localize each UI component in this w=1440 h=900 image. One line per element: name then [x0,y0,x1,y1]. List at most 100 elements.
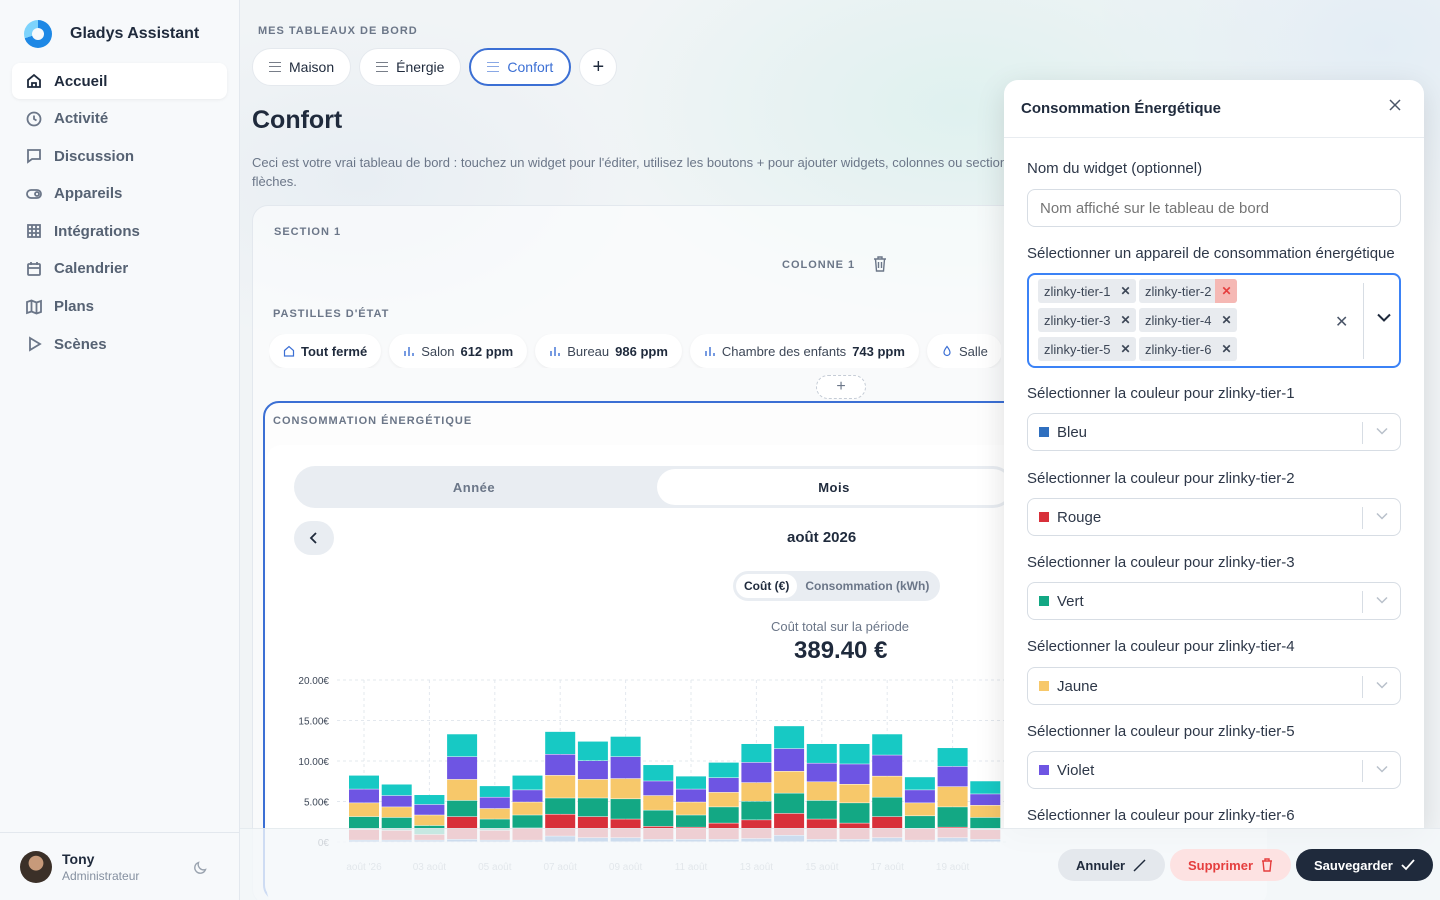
chart-bar-segment [414,815,445,826]
mode-cost[interactable]: Coût (€) [736,574,798,598]
remove-chip-icon[interactable]: ✕ [1120,342,1131,356]
clear-selection-icon[interactable]: ✕ [1335,314,1349,331]
toggle-icon [26,188,42,199]
chart-bar-segment [676,776,706,789]
sidebar-item-calendrier[interactable]: Calendrier [12,251,227,287]
remove-chip-icon[interactable]: ✕ [1215,279,1238,303]
save-button[interactable]: Sauvegarder [1296,849,1433,881]
remove-chip-icon[interactable]: ✕ [1221,313,1232,327]
chart-bar-segment [577,798,608,817]
chart-bar-segment [577,741,608,761]
status-pill[interactable]: Bureau 986 ppm [535,334,682,368]
chevron-down-icon [1376,596,1388,604]
device-multiselect[interactable]: zlinky-tier-1 ✕ zlinky-tier-2 ✕ zlinky-tie… [1027,273,1401,368]
chart-bar-segment [806,763,837,782]
chart-bar-segment [676,815,706,827]
color-swatch [1039,765,1049,775]
chart-bar-segment [839,784,870,803]
y-tick-label: 15.00€ [298,717,329,728]
chart-bar-segment [970,805,1001,818]
chevron-down-icon[interactable] [1377,313,1391,322]
sidebar: Gladys Assistant Accueil Activité Discus… [0,0,240,900]
remove-chip-icon[interactable]: ✕ [1120,284,1131,298]
chart-bar-segment [643,781,674,796]
button-label: Annuler [1076,857,1126,873]
map-icon [26,299,42,315]
sidebar-item-label: Calendrier [54,260,129,278]
mode-segmented-control: Coût (€) Consommation (kWh) [733,571,941,601]
chart-bar-segment [904,816,935,829]
chart-bar-segment [904,790,935,803]
chart-bar-segment [839,764,870,784]
divider [1362,422,1363,444]
chart-bar-segment [610,756,641,779]
sidebar-item-appareils[interactable]: Appareils [12,176,227,212]
add-widget-button[interactable]: + [816,375,866,399]
tab-maison[interactable]: Maison [252,48,352,86]
status-pills: Tout fermé Salon 612 ppm Bureau 986 ppm … [269,334,1001,368]
color-label-tier-5: Sélectionner la couleur pour zlinky-tier… [1027,723,1295,740]
color-select-tier-2[interactable]: Rouge [1027,498,1401,536]
sidebar-item-discussion[interactable]: Discussion [12,138,227,174]
remove-chip-icon[interactable]: ✕ [1221,342,1232,356]
status-pill[interactable]: Tout fermé [269,334,382,368]
color-select-tier-4[interactable]: Jaune [1027,667,1401,705]
chart-bar-segment [349,789,379,803]
brand[interactable]: Gladys Assistant [24,20,199,48]
total-label: Coût total sur la période [771,619,910,634]
sidebar-item-scenes[interactable]: Scènes [12,326,227,362]
previous-period-button[interactable] [294,521,334,555]
calendar-icon [27,261,41,276]
dashboard-tabs: Maison Énergie Confort + [252,48,618,86]
sidebar-item-integrations[interactable]: Intégrations [12,213,227,249]
mode-consumption[interactable]: Consommation (kWh) [805,579,930,593]
chart-bar-segment [414,795,445,805]
color-select-tier-1[interactable]: Bleu [1027,413,1401,451]
tab-energie[interactable]: Énergie [359,48,462,86]
sidebar-item-label: Scènes [54,335,107,353]
add-dashboard-button[interactable]: + [579,48,618,86]
sidebar-item-accueil[interactable]: Accueil [12,63,227,99]
chart-bar-segment [447,779,478,801]
device-chip: zlinky-tier-2 ✕ [1139,279,1238,303]
chart-bar-segment [349,803,379,817]
color-select-tier-5[interactable]: Violet [1027,751,1401,789]
device-chip: zlinky-tier-1 ✕ [1038,279,1137,303]
chart-bar-segment [349,816,379,830]
remove-chip-icon[interactable]: ✕ [1120,313,1131,327]
grid-icon [27,224,41,239]
color-select-tier-3[interactable]: Vert [1027,582,1401,620]
chart-bar-segment [970,817,1001,830]
tab-confort[interactable]: Confort [469,48,572,86]
chart-bar-segment [381,807,412,818]
segment-month[interactable]: Mois [657,469,1011,505]
clock-icon [26,111,42,126]
bar-chart-icon [705,347,715,356]
chart-bar-segment [479,786,510,797]
color-label-tier-6: Sélectionner la couleur pour zlinky-tier… [1027,807,1295,824]
pill-value: 986 ppm [615,343,668,359]
color-label-tier-1: Sélectionner la couleur pour zlinky-tier… [1027,385,1295,402]
segment-year[interactable]: Année [452,479,496,495]
chart-bar-segment [349,775,379,789]
pill-label: Chambre des enfants [721,343,847,359]
sidebar-item-plans[interactable]: Plans [12,289,227,325]
tab-label: Maison [289,59,335,75]
status-pill[interactable]: Salon 612 ppm [389,334,528,368]
status-pill[interactable]: Salle [926,334,1001,368]
divider [1362,676,1363,698]
color-swatch [1039,596,1049,606]
sidebar-item-activite[interactable]: Activité [12,101,227,137]
moon-icon[interactable] [193,859,209,875]
widget-name-input[interactable] [1027,189,1401,227]
status-pill[interactable]: Chambre des enfants 743 ppm [689,334,919,368]
delete-button[interactable]: Supprimer [1170,849,1292,881]
page-title: Confort [252,106,343,134]
cancel-button[interactable]: Annuler [1058,849,1166,881]
user-profile[interactable]: Tony Administrateur [0,832,240,900]
check-icon [1401,859,1415,871]
chart-bar-segment [774,726,805,749]
delete-column-icon[interactable] [873,256,887,272]
close-icon[interactable] [1388,98,1402,112]
chart-bar-segment [872,776,903,797]
